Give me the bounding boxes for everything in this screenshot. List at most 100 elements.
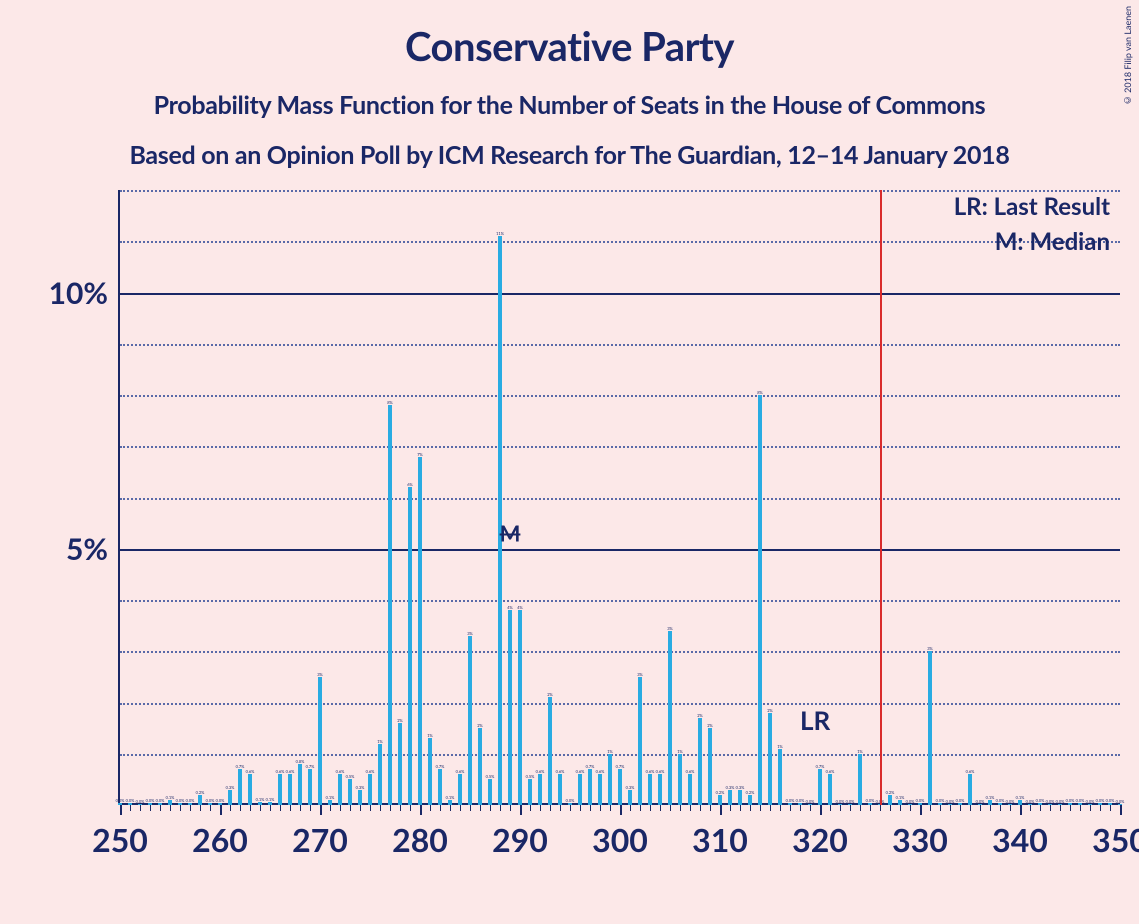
pmf-bar: 0.6% (688, 774, 692, 805)
pmf-bar: 0.0% (868, 803, 872, 805)
plot-region: LR: Last Result M: Median 5%10%250260270… (118, 190, 1118, 805)
x-tick-minor (990, 805, 991, 811)
bar-value-label: 8% (757, 390, 763, 395)
x-tick-minor (660, 805, 661, 811)
pmf-bar: 0.0% (1098, 803, 1102, 805)
x-tick-major (1120, 805, 1122, 815)
x-tick-minor (180, 805, 181, 811)
pmf-bar: 0.1% (168, 800, 172, 805)
bar-value-label: 0.2% (716, 790, 725, 795)
y-grid-minor (120, 395, 1120, 397)
bar-value-label: 0.3% (736, 785, 745, 790)
x-tick-minor (880, 805, 881, 811)
x-tick-minor (200, 805, 201, 811)
bar-value-label: 0.6% (576, 769, 585, 774)
pmf-bar: 1% (428, 738, 432, 805)
bar-value-label: 11% (496, 231, 504, 236)
pmf-bar: 0.7% (308, 769, 312, 805)
x-tick-minor (550, 805, 551, 811)
pmf-bar: 0.5% (348, 779, 352, 805)
x-axis-label: 340 (992, 820, 1048, 859)
pmf-bar: 0.0% (838, 804, 842, 805)
bar-value-label: 0.0% (116, 798, 125, 803)
pmf-bar: 1% (378, 744, 382, 806)
x-tick-minor (580, 805, 581, 811)
pmf-bar: 0.1% (898, 800, 902, 805)
bar-value-label: 0.6% (456, 769, 465, 774)
x-tick-minor (160, 805, 161, 811)
bar-value-label: 0.0% (956, 798, 965, 803)
pmf-bar: 0.3% (628, 790, 632, 805)
x-axis-label: 330 (892, 820, 948, 859)
pmf-bar: 0.0% (918, 803, 922, 805)
chart-area: LR: Last Result M: Median 5%10%250260270… (118, 190, 1118, 805)
bar-value-label: 4% (507, 605, 513, 610)
x-tick-minor (650, 805, 651, 811)
bar-value-label: 0.0% (1056, 799, 1065, 804)
y-grid-minor (120, 703, 1120, 705)
pmf-bar: 8% (758, 395, 762, 805)
pmf-bar: 0.7% (818, 769, 822, 805)
bar-value-label: 0.6% (336, 769, 345, 774)
pmf-bar: 0.0% (568, 803, 572, 805)
x-tick-minor (710, 805, 711, 811)
x-tick-minor (1000, 805, 1001, 811)
x-tick-minor (980, 805, 981, 811)
bar-value-label: 3% (927, 646, 933, 651)
pmf-bar: 0.0% (978, 804, 982, 805)
bar-value-label: 0.1% (1016, 795, 1025, 800)
pmf-bar: 0.1% (1018, 800, 1022, 805)
pmf-bar: 3% (468, 636, 472, 805)
bar-value-label: 0.0% (806, 799, 815, 804)
pmf-bar: 3% (668, 631, 672, 805)
x-tick-minor (230, 805, 231, 811)
x-tick-major (320, 805, 322, 815)
pmf-bar: 2% (768, 713, 772, 805)
bar-value-label: 0.0% (846, 799, 855, 804)
x-tick-minor (1100, 805, 1101, 811)
bar-value-label: 0.0% (156, 798, 165, 803)
pmf-bar: 0.0% (1118, 804, 1122, 805)
pmf-bar: 0.1% (328, 800, 332, 805)
bar-value-label: 6% (407, 482, 413, 487)
pmf-bar: 1% (608, 754, 612, 805)
bar-value-label: 0.6% (286, 769, 295, 774)
x-tick-minor (770, 805, 771, 811)
bar-value-label: 0.6% (826, 769, 835, 774)
pmf-bar: 1% (858, 754, 862, 805)
y-axis-label: 10% (49, 275, 108, 311)
pmf-bar: 0.0% (178, 803, 182, 805)
pmf-bar: 0.0% (1058, 804, 1062, 805)
pmf-bar: 0.0% (158, 803, 162, 805)
pmf-bar: 0.6% (368, 774, 372, 805)
x-tick-minor (930, 805, 931, 811)
bar-value-label: 0.2% (746, 790, 755, 795)
pmf-bar: 3% (638, 677, 642, 805)
x-tick-major (420, 805, 422, 815)
pmf-bar: 0.1% (268, 802, 272, 805)
x-tick-minor (1070, 805, 1071, 811)
pmf-bar: 0.0% (908, 804, 912, 805)
x-tick-minor (1060, 805, 1061, 811)
x-tick-minor (280, 805, 281, 811)
legend-block: LR: Last Result M: Median (954, 192, 1110, 262)
x-tick-minor (600, 805, 601, 811)
x-axis-label: 290 (492, 820, 548, 859)
x-tick-minor (970, 805, 971, 811)
bar-value-label: 3% (317, 672, 323, 677)
x-tick-minor (450, 805, 451, 811)
x-tick-minor (540, 805, 541, 811)
x-axis-label: 270 (292, 820, 348, 859)
x-tick-major (1020, 805, 1022, 815)
bar-value-label: 0.0% (206, 798, 215, 803)
y-grid-major (120, 293, 1120, 295)
bar-value-label: 0.0% (216, 798, 225, 803)
bar-value-label: 1% (377, 739, 383, 744)
x-tick-minor (430, 805, 431, 811)
bar-value-label: 0.7% (586, 764, 595, 769)
x-axis-label: 300 (592, 820, 648, 859)
bar-value-label: 0.0% (1106, 798, 1115, 803)
pmf-bar: 0.0% (148, 803, 152, 805)
pmf-bar: 0.0% (138, 804, 142, 805)
x-tick-minor (370, 805, 371, 811)
